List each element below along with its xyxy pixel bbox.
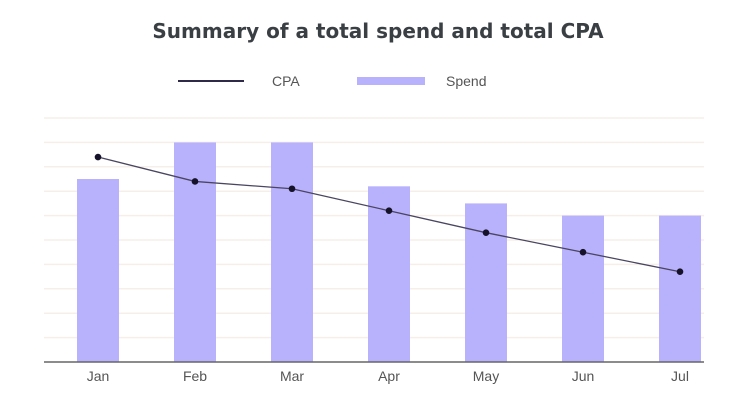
spend-bar-jan: [77, 179, 119, 362]
cpa-point-jan: [94, 153, 102, 161]
legend-cpa-label: CPA: [272, 73, 300, 89]
spend-bar-may: [465, 203, 507, 362]
spend-bars: [77, 142, 701, 362]
cpa-point-apr: [385, 207, 393, 215]
x-tick-label: Jun: [572, 368, 595, 384]
spend-bar-mar: [271, 142, 313, 362]
legend: CPA Spend: [178, 73, 486, 89]
legend-spend-swatch: [357, 77, 425, 85]
x-tick-label: Jan: [87, 368, 110, 384]
spend-bar-apr: [368, 186, 410, 362]
cpa-point-feb: [191, 178, 199, 185]
spend-bar-jul: [659, 215, 701, 362]
cpa-point-may: [482, 229, 490, 236]
legend-spend-label: Spend: [446, 73, 486, 89]
x-axis-ticks: Jan Feb Mar Apr May Jun Jul: [87, 368, 689, 384]
cpa-point-mar: [288, 185, 296, 193]
cpa-line: [94, 153, 684, 276]
x-tick-label: May: [473, 368, 499, 384]
x-tick-label: Jul: [671, 368, 689, 384]
chart-title: Summary of a total spend and total CPA: [152, 19, 604, 43]
spend-bar-feb: [174, 142, 216, 362]
cpa-point-jun: [579, 248, 587, 256]
spend-bar-jun: [562, 215, 604, 362]
cpa-point-jul: [676, 268, 684, 276]
x-tick-label: Feb: [183, 368, 207, 384]
x-tick-label: Apr: [378, 368, 400, 384]
x-tick-label: Mar: [280, 368, 304, 384]
